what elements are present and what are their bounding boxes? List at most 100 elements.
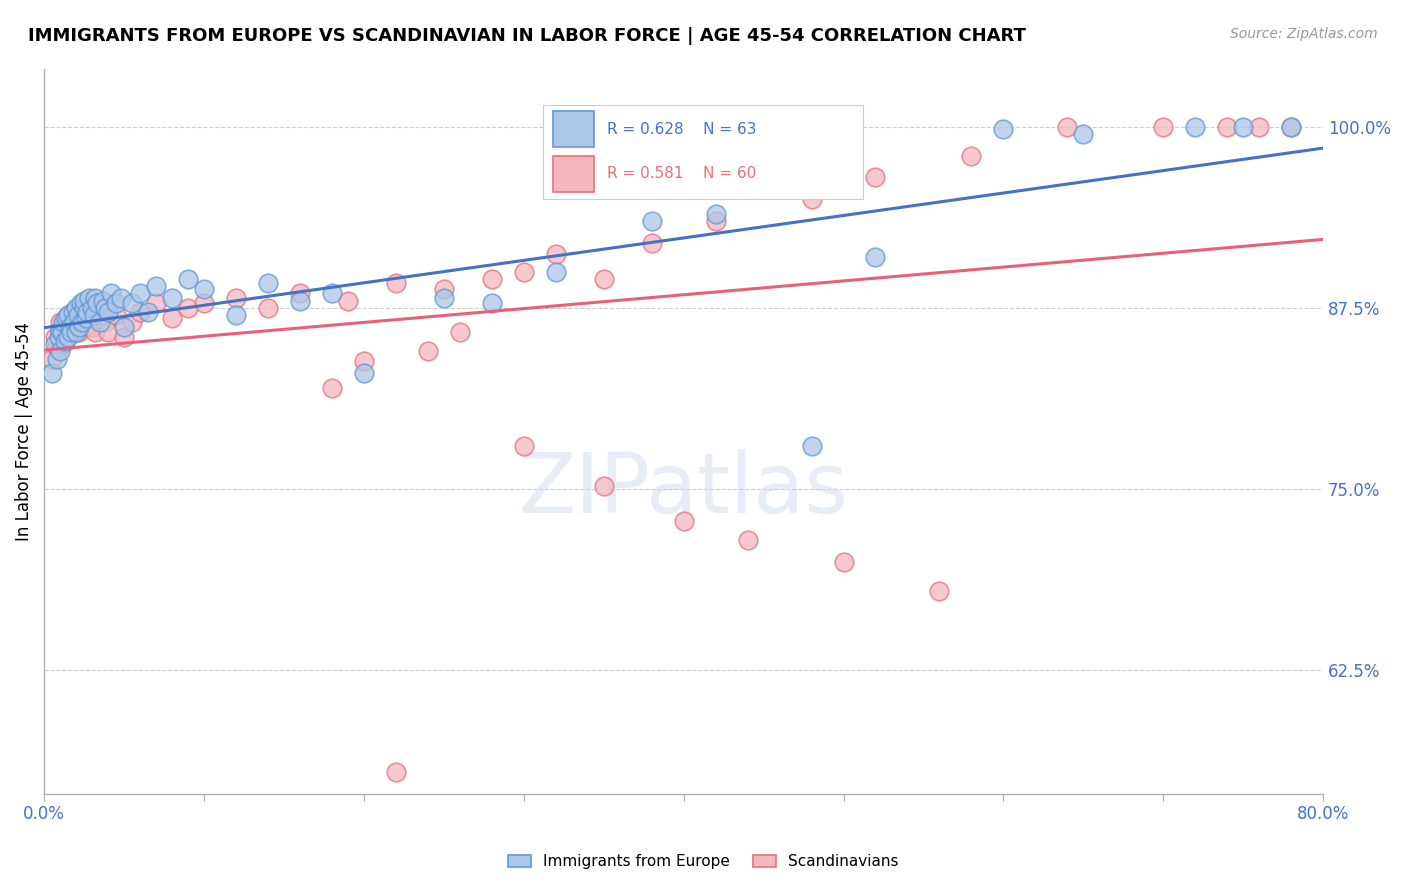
Point	[97, 305, 120, 319]
Point	[76, 308, 98, 322]
Text: Source: ZipAtlas.com: Source: ZipAtlas.com	[1230, 27, 1378, 41]
Point	[112, 319, 135, 334]
Point	[1184, 120, 1206, 134]
Point	[1279, 120, 1302, 134]
Point	[225, 308, 247, 322]
Point	[51, 326, 73, 340]
Point	[1232, 120, 1254, 134]
Point	[62, 305, 84, 319]
Point	[75, 310, 97, 325]
Point	[592, 479, 614, 493]
Point	[1071, 127, 1094, 141]
Point	[385, 276, 408, 290]
Point	[48, 330, 70, 344]
Point	[177, 301, 200, 315]
Point	[928, 583, 950, 598]
Point	[1249, 120, 1271, 134]
Point	[41, 366, 63, 380]
Point	[80, 301, 103, 315]
Point	[73, 293, 96, 308]
Point	[288, 293, 311, 308]
Point	[513, 439, 536, 453]
Point	[65, 326, 87, 340]
Point	[94, 301, 117, 315]
Point	[353, 354, 375, 368]
Point	[70, 296, 93, 310]
Point	[49, 322, 72, 336]
Point	[160, 291, 183, 305]
Point	[45, 351, 67, 366]
Point	[83, 308, 105, 322]
Point	[94, 315, 117, 329]
Point	[53, 334, 76, 348]
Point	[865, 250, 887, 264]
Point	[1216, 120, 1239, 134]
Point	[433, 291, 456, 305]
Point	[91, 293, 114, 308]
Point	[62, 305, 84, 319]
Point	[112, 330, 135, 344]
Point	[75, 319, 97, 334]
Point	[288, 286, 311, 301]
Point	[77, 291, 100, 305]
Point	[65, 322, 87, 336]
Point	[56, 308, 79, 322]
Point	[257, 301, 280, 315]
Point	[60, 326, 83, 340]
Point	[121, 296, 143, 310]
Point	[481, 296, 503, 310]
Point	[321, 381, 343, 395]
Point	[73, 301, 96, 315]
Point	[55, 310, 77, 325]
Point	[53, 319, 76, 334]
Point	[59, 319, 82, 334]
Point	[52, 337, 75, 351]
Point	[481, 272, 503, 286]
Point	[121, 315, 143, 329]
Point	[321, 286, 343, 301]
Point	[1279, 120, 1302, 134]
Point	[704, 206, 727, 220]
Point	[44, 330, 66, 344]
Point	[105, 296, 128, 310]
Point	[416, 344, 439, 359]
Point	[640, 235, 662, 250]
Point	[60, 315, 83, 329]
Point	[672, 514, 695, 528]
Y-axis label: In Labor Force | Age 45-54: In Labor Force | Age 45-54	[15, 322, 32, 541]
Point	[544, 264, 567, 278]
Point	[89, 305, 111, 319]
Point	[59, 328, 82, 343]
Point	[449, 326, 471, 340]
Point	[84, 326, 107, 340]
Point	[49, 326, 72, 340]
Point	[129, 286, 152, 301]
Point	[225, 291, 247, 305]
Point	[177, 272, 200, 286]
Point	[67, 319, 90, 334]
Point	[73, 301, 96, 315]
Point	[63, 315, 86, 329]
Point	[544, 247, 567, 261]
Point	[336, 293, 359, 308]
Point	[100, 286, 122, 301]
Point	[160, 310, 183, 325]
Legend: Immigrants from Europe, Scandinavians: Immigrants from Europe, Scandinavians	[502, 848, 904, 875]
Point	[66, 308, 89, 322]
Point	[737, 533, 759, 547]
Point	[385, 764, 408, 779]
Point	[800, 439, 823, 453]
Point	[193, 282, 215, 296]
Point	[52, 315, 75, 329]
Point	[65, 301, 87, 315]
Point	[865, 170, 887, 185]
Point	[56, 330, 79, 344]
Point	[110, 291, 132, 305]
Point	[80, 319, 103, 334]
Point	[433, 282, 456, 296]
Point	[41, 351, 63, 366]
Point	[129, 305, 152, 319]
Point	[67, 326, 90, 340]
Point	[592, 272, 614, 286]
Point	[49, 344, 72, 359]
